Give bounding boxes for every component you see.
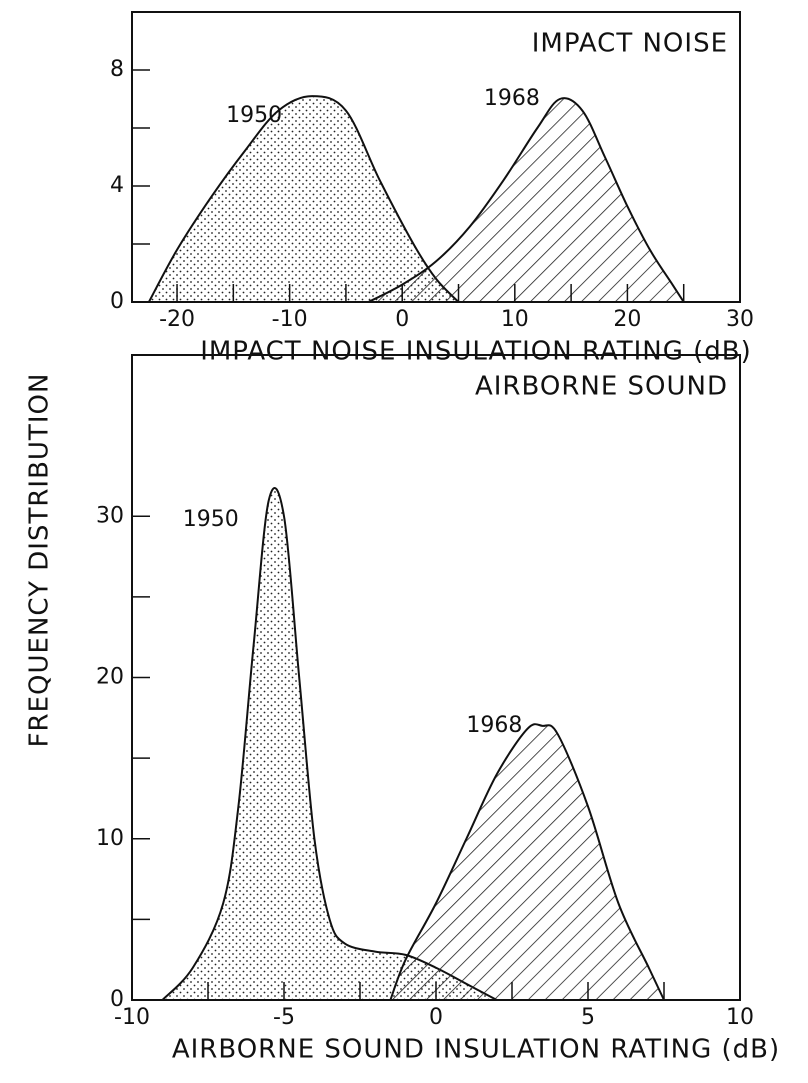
y-tick-label: 10 [96,826,124,851]
y-tick-label: 20 [96,665,124,690]
series-label: 1950 [226,103,282,128]
x-tick-label: 0 [395,307,409,332]
y-axis-label: FREQUENCY DISTRIBUTION [25,373,55,748]
y-tick-label: 0 [110,289,124,314]
plot-frame [131,11,741,303]
y-tick-label: 0 [110,987,124,1012]
series-label: 1968 [484,86,540,111]
x-tick-label: 5 [581,1005,595,1030]
x-tick-label: 0 [429,1005,443,1030]
y-tick-label: 8 [110,57,124,82]
x-axis-label: IMPACT NOISE INSULATION RATING (dB) [200,337,752,367]
x-tick-label: -5 [273,1005,295,1030]
x-tick-label: 10 [501,307,529,332]
x-tick-label: 10 [726,1005,754,1030]
y-tick-label: 30 [96,503,124,528]
chart-title: AIRBORNE SOUND [475,372,728,402]
series-label: 1968 [466,713,522,738]
area [388,723,666,1001]
series-label: 1950 [183,507,239,532]
area [367,97,686,303]
x-tick-label: 20 [613,307,641,332]
y-tick-label: 4 [110,173,124,198]
x-axis-label: AIRBORNE SOUND INSULATION RATING (dB) [172,1035,780,1065]
chart-title: IMPACT NOISE [532,29,728,59]
x-tick-label: -10 [114,1005,150,1030]
area [147,95,461,303]
x-tick-label: -20 [159,307,195,332]
x-tick-label: -10 [272,307,308,332]
x-tick-label: 30 [726,307,754,332]
